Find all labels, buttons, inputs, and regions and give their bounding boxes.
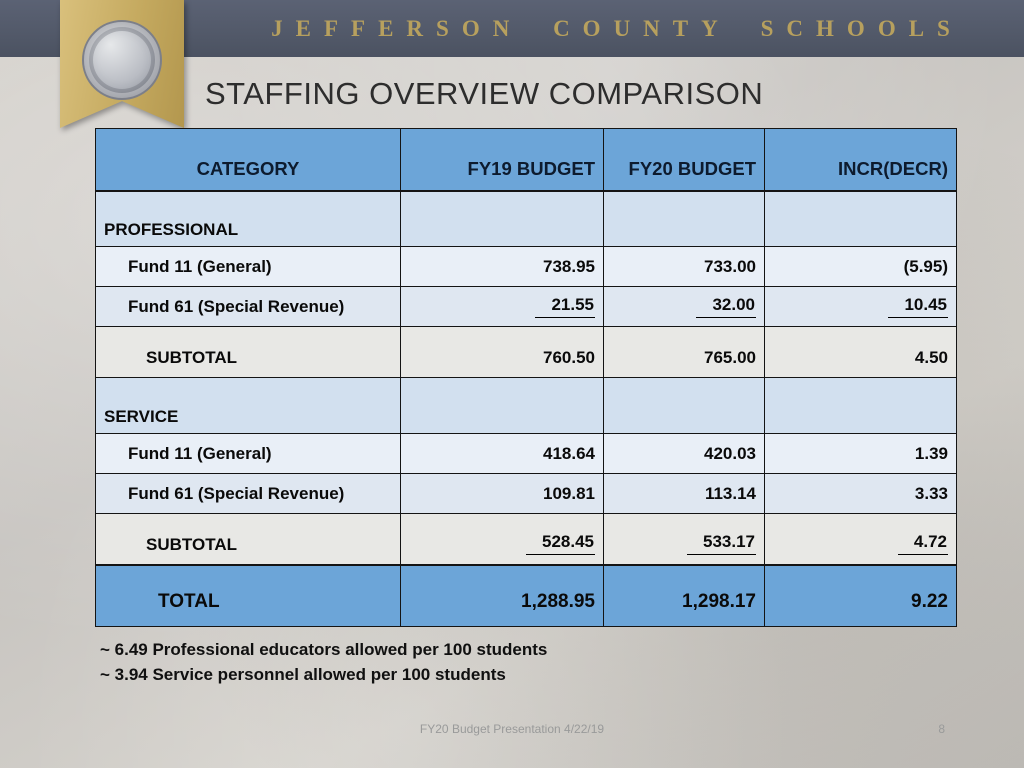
cell-incr <box>764 377 957 434</box>
staffing-table: CATEGORY FY19 BUDGET FY20 BUDGET INCR(DE… <box>95 128 957 627</box>
table-row-fund11-service: Fund 11 (General) 418.64 420.03 1.39 <box>95 433 957 474</box>
cell-fy20: 765.00 <box>603 326 765 378</box>
column-header-fy19-budget: FY19 BUDGET <box>400 128 604 192</box>
cell-fy19: 738.95 <box>400 246 604 287</box>
cell-incr: (5.95) <box>764 246 957 287</box>
table-row-subtotal-professional: SUBTOTAL 760.50 765.00 4.50 <box>95 326 957 378</box>
cell-incr: 4.50 <box>764 326 957 378</box>
cell-fy20: 113.14 <box>603 473 765 514</box>
table-header-row: CATEGORY FY19 BUDGET FY20 BUDGET INCR(DE… <box>95 128 957 192</box>
cell-fy20 <box>603 377 765 434</box>
page-number: 8 <box>938 722 945 736</box>
cell-category: Fund 61 (Special Revenue) <box>95 286 401 327</box>
cell-category: Fund 61 (Special Revenue) <box>95 473 401 514</box>
cell-fy20: 32.00 <box>603 286 765 327</box>
table-row-total: TOTAL 1,288.95 1,298.17 9.22 <box>95 563 957 627</box>
cell-incr: 3.33 <box>764 473 957 514</box>
cell-fy19: 760.50 <box>400 326 604 378</box>
underlined-value: 21.55 <box>535 295 595 318</box>
slide-title: STAFFING OVERVIEW COMPARISON <box>205 76 764 111</box>
cell-incr: 10.45 <box>764 286 957 327</box>
cell-incr: 1.39 <box>764 433 957 474</box>
cell-fy20: 533.17 <box>603 513 765 565</box>
cell-fy19: 418.64 <box>400 433 604 474</box>
cell-fy20: 420.03 <box>603 433 765 474</box>
cell-category: Fund 11 (General) <box>95 246 401 287</box>
table-row-professional: PROFESSIONAL <box>95 190 957 247</box>
footnote-service: ~ 3.94 Service personnel allowed per 100… <box>100 665 506 684</box>
school-name: JEFFERSON COUNTY SCHOOLS <box>271 16 963 41</box>
cell-fy19: 1,288.95 <box>400 563 604 627</box>
cell-fy19: 109.81 <box>400 473 604 514</box>
cell-category: TOTAL <box>95 563 401 627</box>
column-header-category: CATEGORY <box>95 128 401 192</box>
column-header-incr-decr: INCR(DECR) <box>764 128 957 192</box>
table-row-subtotal-service: SUBTOTAL 528.45 533.17 4.72 <box>95 513 957 565</box>
cell-fy19 <box>400 377 604 434</box>
underlined-value: 528.45 <box>526 532 595 555</box>
underlined-value: 10.45 <box>888 295 948 318</box>
footnotes: ~ 6.49 Professional educators allowed pe… <box>100 637 547 687</box>
cell-category: Fund 11 (General) <box>95 433 401 474</box>
underlined-value: 4.72 <box>897 532 948 555</box>
underlined-value: 32.00 <box>696 295 756 318</box>
cell-fy20: 1,298.17 <box>603 563 765 627</box>
cell-category: SUBTOTAL <box>95 326 401 378</box>
cell-category: PROFESSIONAL <box>95 190 401 247</box>
school-seal-icon <box>82 20 162 100</box>
table-row-fund61-professional: Fund 61 (Special Revenue) 21.55 32.00 10… <box>95 286 957 327</box>
cell-fy19: 528.45 <box>400 513 604 565</box>
underlined-value: 533.17 <box>687 532 756 555</box>
cell-fy19: 21.55 <box>400 286 604 327</box>
table-row-service: SERVICE <box>95 377 957 434</box>
column-header-fy20-budget: FY20 BUDGET <box>603 128 765 192</box>
school-seal-ribbon <box>60 0 184 128</box>
table-row-fund61-service: Fund 61 (Special Revenue) 109.81 113.14 … <box>95 473 957 514</box>
footer-presentation-label: FY20 Budget Presentation 4/22/19 <box>419 722 605 736</box>
cell-category: SERVICE <box>95 377 401 434</box>
table-row-fund11-professional: Fund 11 (General) 738.95 733.00 (5.95) <box>95 246 957 287</box>
cell-fy20: 733.00 <box>603 246 765 287</box>
cell-fy20 <box>603 190 765 247</box>
cell-fy19 <box>400 190 604 247</box>
cell-incr <box>764 190 957 247</box>
cell-category: SUBTOTAL <box>95 513 401 565</box>
cell-incr: 9.22 <box>764 563 957 627</box>
footnote-professional: ~ 6.49 Professional educators allowed pe… <box>100 640 548 659</box>
cell-incr: 4.72 <box>764 513 957 565</box>
